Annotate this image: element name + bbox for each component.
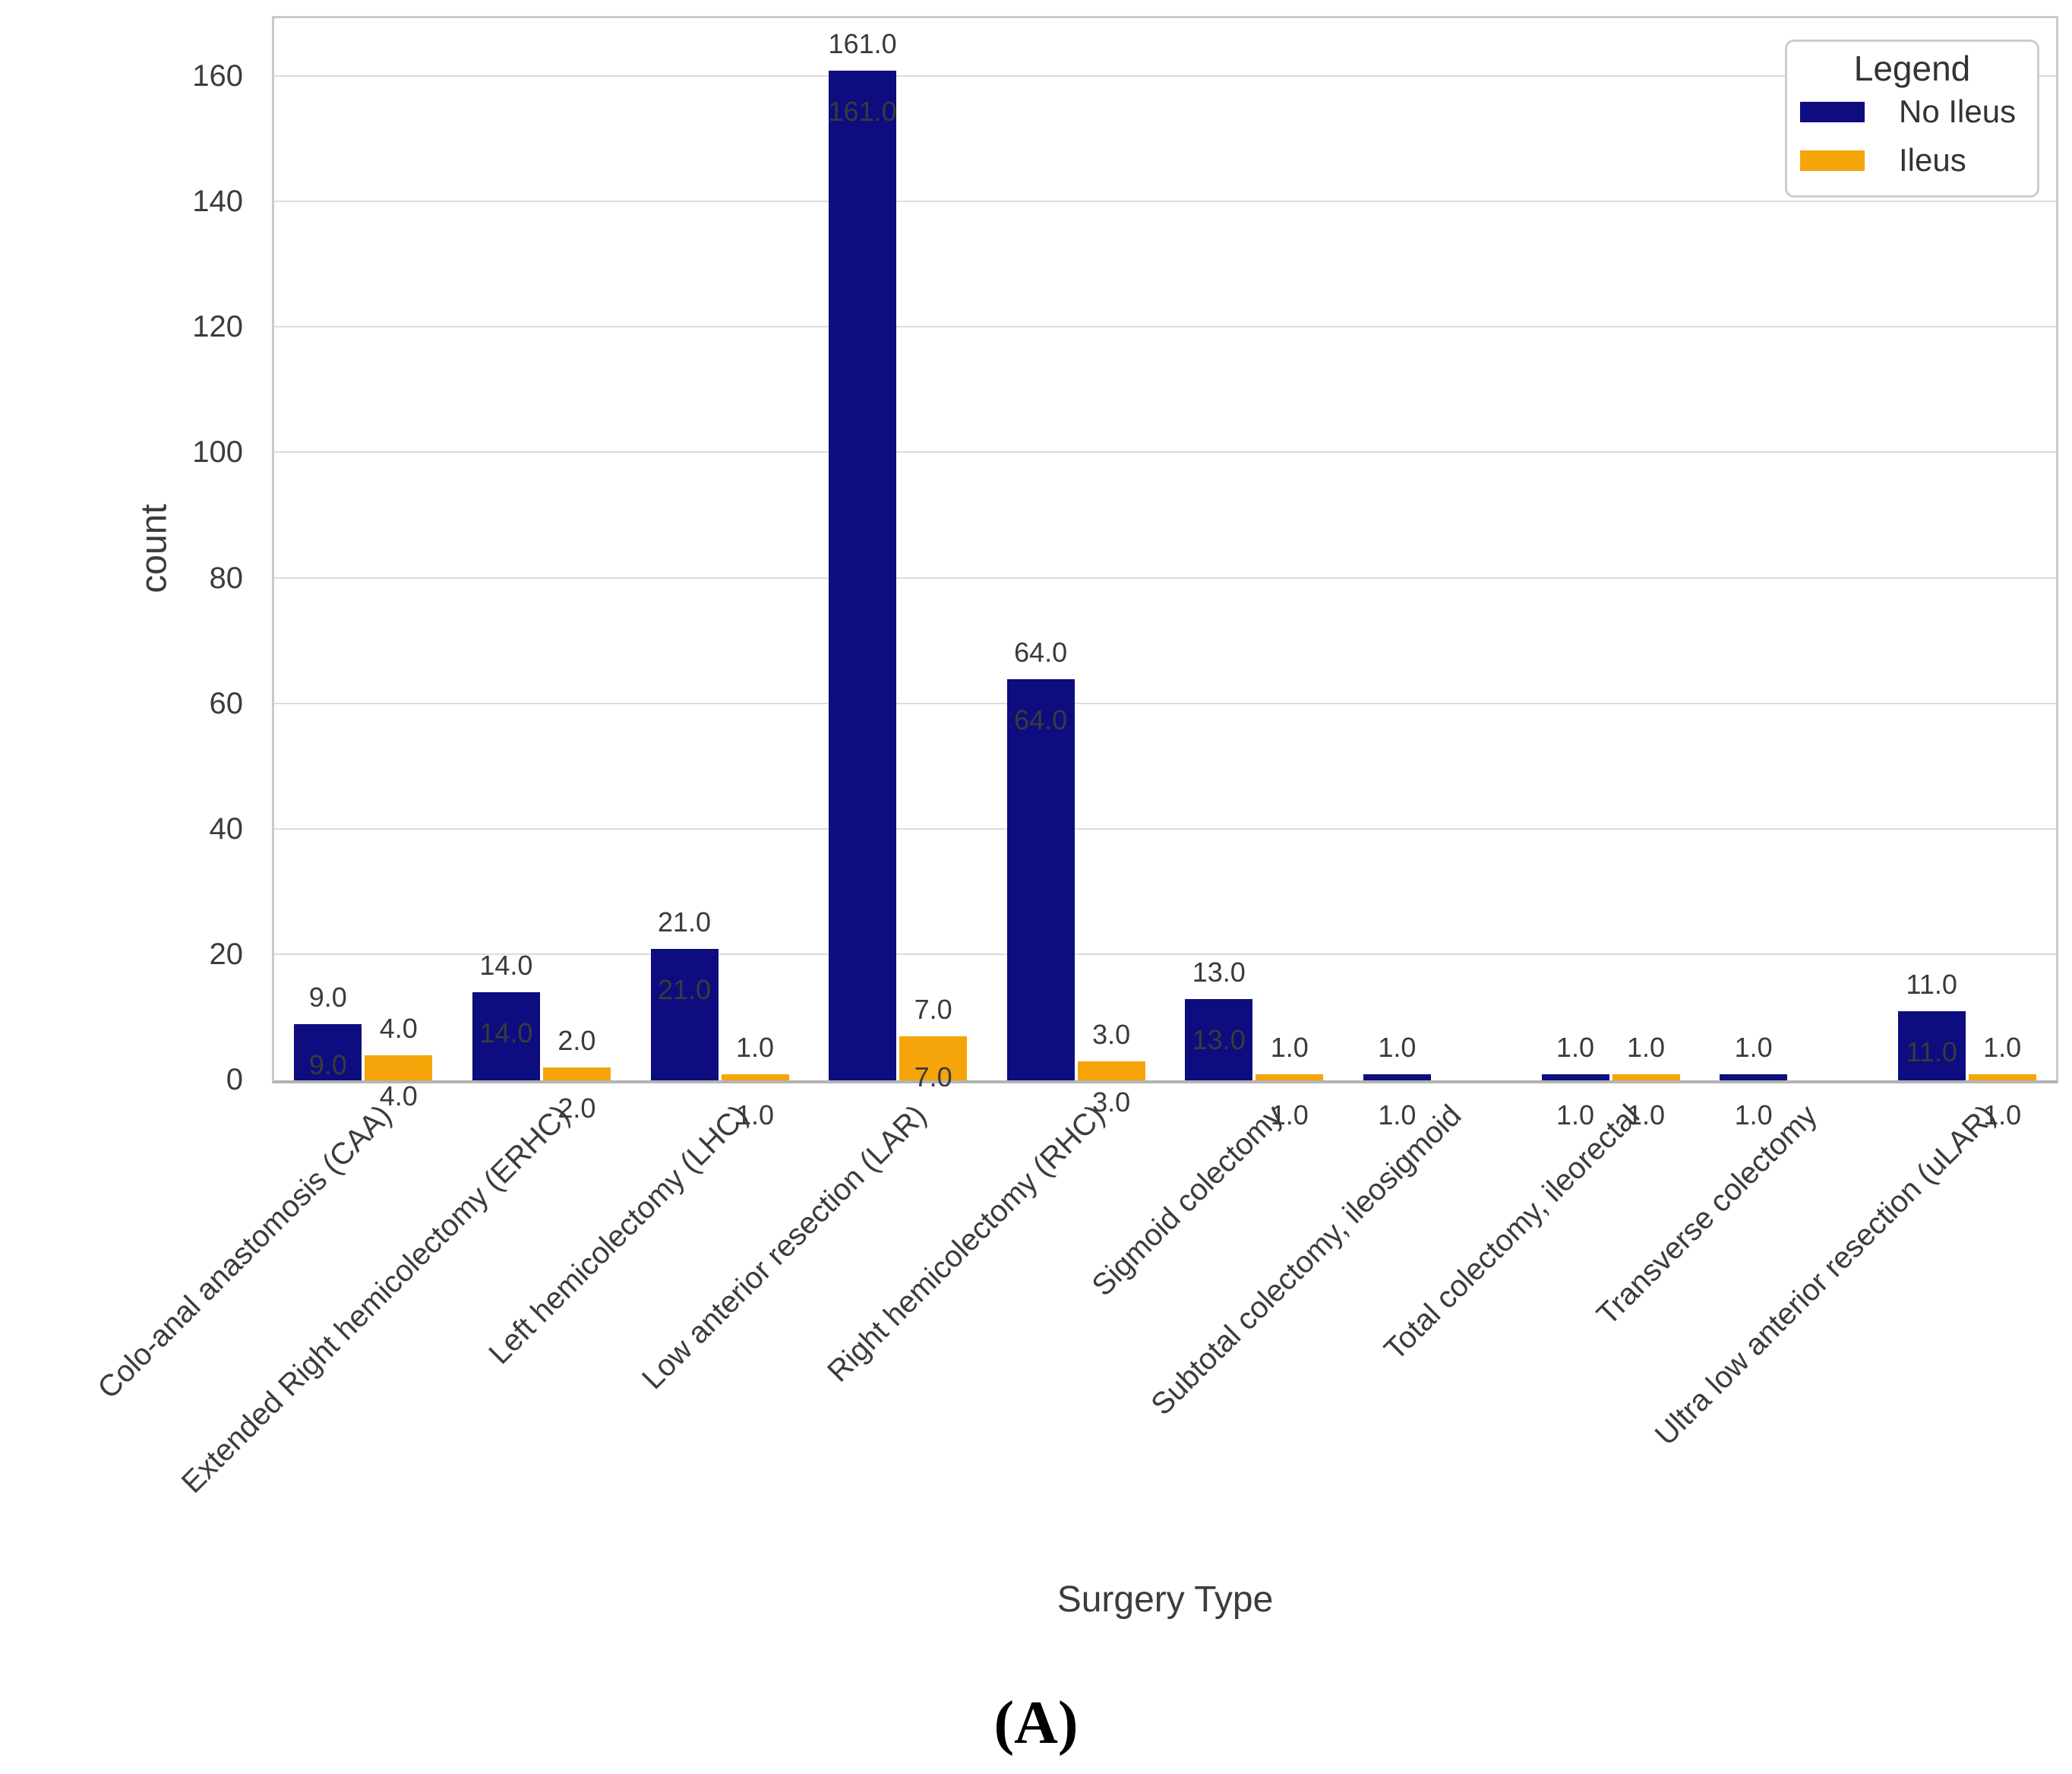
- bar-value-label-offset-no-ileus-1: 14.0: [479, 1017, 533, 1048]
- bar-value-label-above-no-ileus-7: 1.0: [1556, 1032, 1595, 1063]
- bar-value-label-offset-ileus-9: 1.0: [1983, 1099, 2022, 1130]
- y-tick-label-20: 20: [209, 937, 244, 971]
- bar-value-label-offset-no-ileus-5: 13.0: [1192, 1024, 1246, 1055]
- legend-label-ileus: Ileus: [1899, 142, 1966, 178]
- gridline-y-80: [274, 577, 2056, 579]
- bar-value-label-offset-no-ileus-3: 161.0: [828, 96, 897, 127]
- y-tick-label-160: 160: [192, 59, 243, 93]
- bar-value-label-above-no-ileus-1: 14.0: [479, 950, 533, 981]
- bar-ileus-4: [1077, 1061, 1145, 1080]
- bar-value-label-above-ileus-9: 1.0: [1983, 1032, 2022, 1063]
- bar-ileus-1: [542, 1067, 611, 1080]
- bar-value-label-offset-ileus-1: 2.0: [557, 1093, 596, 1124]
- bar-value-label-above-no-ileus-3: 161.0: [828, 28, 897, 59]
- x-tick-label-6: Subtotal colectomy, ileosigmoid: [1144, 1099, 1468, 1422]
- bar-value-label-above-ileus-7: 1.0: [1626, 1032, 1666, 1063]
- bar-value-label-offset-ileus-4: 3.0: [1092, 1086, 1131, 1118]
- bar-value-label-offset-no-ileus-2: 21.0: [657, 974, 712, 1005]
- legend-entry-ileus: Ileus: [1787, 136, 2037, 185]
- bar-no-ileus-6: [1363, 1074, 1431, 1080]
- bar-value-label-offset-no-ileus-7: 1.0: [1556, 1099, 1595, 1130]
- gridline-y-100: [274, 451, 2056, 454]
- bar-value-label-offset-no-ileus-8: 1.0: [1734, 1099, 1773, 1130]
- y-tick-label-60: 60: [209, 686, 244, 720]
- y-tick-label-120: 120: [192, 310, 243, 344]
- y-tick-label-80: 80: [209, 561, 244, 595]
- bar-value-label-above-no-ileus-2: 21.0: [657, 906, 712, 938]
- bar-value-label-offset-no-ileus-9: 11.0: [1906, 1036, 1957, 1067]
- bar-value-label-offset-no-ileus-4: 64.0: [1014, 704, 1068, 735]
- bar-ileus-7: [1612, 1074, 1680, 1080]
- gridline-y-20: [274, 953, 2056, 955]
- plot-area: [272, 16, 2058, 1083]
- bar-no-ileus-4: [1006, 679, 1075, 1080]
- figure-caption: (A): [993, 1690, 1079, 1757]
- y-tick-label-140: 140: [192, 185, 243, 219]
- bar-value-label-offset-ileus-3: 7.0: [914, 1061, 952, 1093]
- bar-ileus-5: [1256, 1074, 1324, 1080]
- bar-value-label-above-ileus-4: 3.0: [1092, 1019, 1131, 1050]
- bar-value-label-above-no-ileus-9: 11.0: [1906, 969, 1957, 1000]
- legend: Legend No Ileus Ileus: [1785, 40, 2039, 198]
- bar-value-label-above-ileus-3: 7.0: [914, 994, 952, 1025]
- bar-no-ileus-3: [829, 71, 897, 1080]
- bar-no-ileus-9: [1897, 1011, 1966, 1080]
- bar-value-label-above-no-ileus-5: 13.0: [1192, 957, 1246, 988]
- bar-value-label-above-no-ileus-0: 9.0: [308, 982, 347, 1013]
- bar-ileus-9: [1968, 1074, 2036, 1080]
- bar-value-label-above-no-ileus-6: 1.0: [1378, 1032, 1417, 1063]
- x-tick-label-3: Low anterior resection (LAR): [636, 1099, 933, 1396]
- gridline-y-160: [274, 75, 2056, 77]
- bar-ileus-2: [721, 1074, 789, 1080]
- x-tick-label-9: Ultra low anterior resection (uLAR): [1648, 1099, 2002, 1452]
- legend-label-no-ileus: No Ileus: [1899, 93, 2017, 129]
- bar-value-label-offset-ileus-5: 1.0: [1270, 1099, 1309, 1130]
- x-tick-label-1: Extended Right hemicolectomy (ERHC): [175, 1099, 577, 1500]
- bar-no-ileus-7: [1541, 1074, 1609, 1080]
- legend-swatch-no-ileus-icon: [1800, 101, 1865, 122]
- bar-value-label-above-ileus-5: 1.0: [1270, 1032, 1309, 1063]
- bar-no-ileus-1: [472, 992, 540, 1080]
- y-tick-label-40: 40: [209, 811, 244, 846]
- bar-no-ileus-5: [1185, 999, 1253, 1080]
- bar-value-label-offset-ileus-2: 1.0: [735, 1099, 775, 1130]
- legend-entry-no-ileus: No Ileus: [1787, 87, 2037, 136]
- gridline-y-40: [274, 827, 2056, 830]
- bar-value-label-above-ileus-0: 4.0: [379, 1013, 418, 1044]
- bar-value-label-offset-no-ileus-6: 1.0: [1378, 1099, 1417, 1130]
- legend-swatch-ileus-icon: [1800, 150, 1865, 171]
- bar-no-ileus-0: [294, 1024, 362, 1080]
- bar-value-label-offset-ileus-7: 1.0: [1626, 1099, 1666, 1130]
- bar-value-label-above-ileus-2: 1.0: [735, 1032, 775, 1063]
- legend-title: Legend: [1853, 49, 1971, 88]
- x-axis-label: Surgery Type: [1057, 1580, 1274, 1620]
- bar-value-label-offset-no-ileus-0: 9.0: [308, 1049, 347, 1080]
- bar-no-ileus-8: [1720, 1074, 1788, 1080]
- bar-no-ileus-2: [650, 949, 719, 1080]
- y-tick-label-0: 0: [226, 1063, 243, 1096]
- x-tick-label-0: Colo-anal anastomosis (CAA): [91, 1099, 399, 1406]
- bar-ileus-0: [365, 1055, 433, 1080]
- gridline-y-140: [274, 201, 2056, 203]
- bar-ileus-3: [899, 1036, 968, 1080]
- bar-value-label-above-no-ileus-4: 64.0: [1014, 637, 1068, 668]
- bar-value-label-offset-ileus-0: 4.0: [379, 1080, 418, 1112]
- bar-value-label-above-ileus-1: 2.0: [557, 1025, 596, 1056]
- bar-value-label-above-no-ileus-8: 1.0: [1734, 1032, 1773, 1063]
- gridline-y-120: [274, 326, 2056, 328]
- gridline-y-60: [274, 702, 2056, 704]
- y-tick-label-100: 100: [192, 435, 243, 470]
- x-tick-label-5: Sigmoid colectomy: [1085, 1099, 1290, 1303]
